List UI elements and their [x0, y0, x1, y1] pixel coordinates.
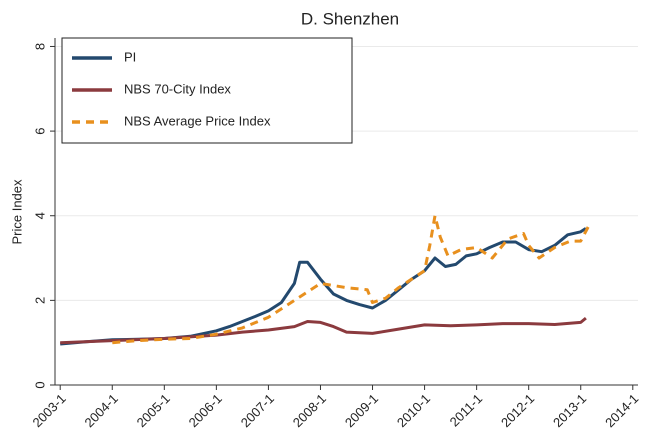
x-tick-label: 2011-1 [447, 391, 486, 430]
x-tick-label: 2003-1 [30, 391, 69, 430]
x-tick-label: 2012-1 [498, 391, 537, 430]
x-tick-label: 2013-1 [550, 391, 589, 430]
legend-label: PI [124, 49, 136, 64]
y-tick-label: 4 [32, 212, 47, 219]
x-tick-label: 2014-1 [602, 391, 641, 430]
y-axis-label: Price Index [9, 179, 24, 245]
line-series [60, 227, 587, 346]
legend-label: NBS 70-City Index [124, 81, 231, 96]
line-series [112, 214, 590, 345]
y-tick-label: 8 [32, 43, 47, 50]
chart-title: D. Shenzhen [301, 9, 399, 28]
x-tick-label: 2009-1 [342, 391, 381, 430]
x-tick-label: 2004-1 [82, 391, 121, 430]
y-tick-label: 0 [32, 381, 47, 388]
x-tick-label: 2010-1 [394, 391, 433, 430]
legend-label: NBS Average Price Index [124, 113, 271, 128]
x-tick-label: 2005-1 [134, 391, 173, 430]
line-series [60, 316, 587, 345]
x-tick-label: 2006-1 [186, 391, 225, 430]
y-tick-label: 6 [32, 127, 47, 134]
x-tick-label: 2007-1 [238, 391, 277, 430]
y-tick-label: 2 [32, 297, 47, 304]
x-tick-label: 2008-1 [290, 391, 329, 430]
